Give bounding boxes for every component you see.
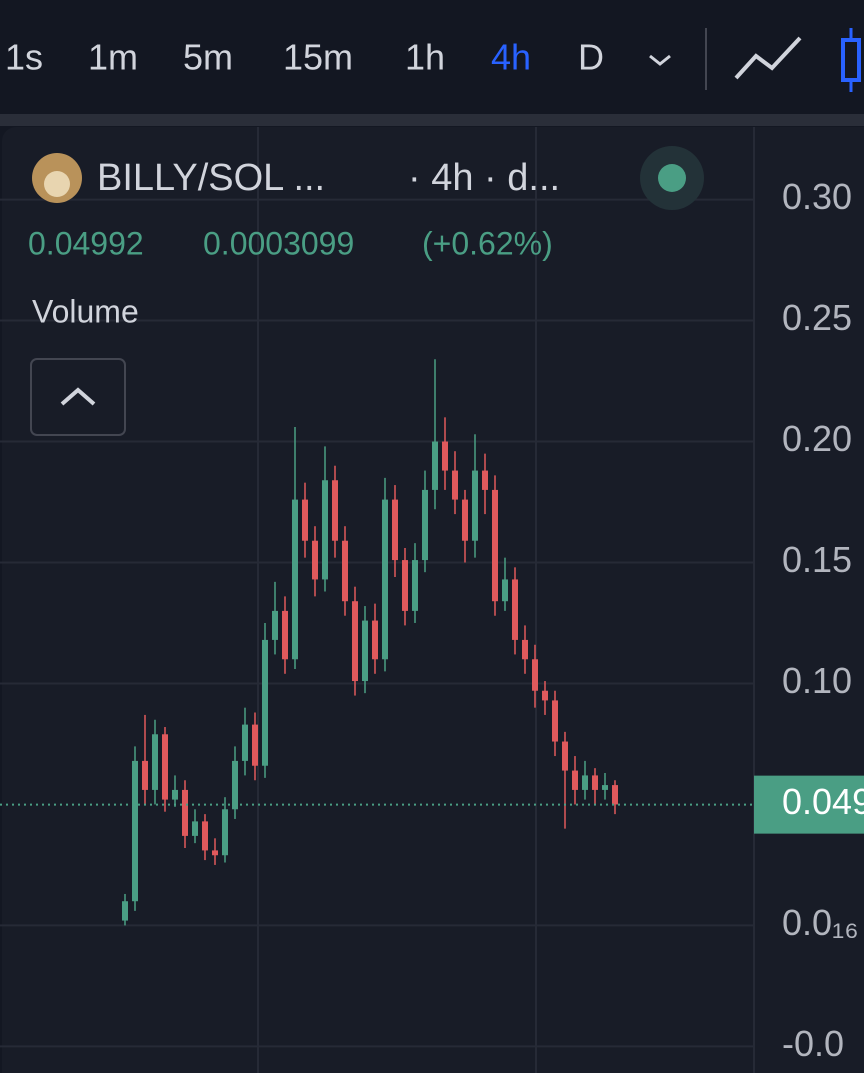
candle-body <box>202 821 208 851</box>
y-tick-label: 0.10 <box>782 660 852 701</box>
y-tick-label: 0.25 <box>782 297 852 338</box>
candle-body <box>222 809 228 856</box>
candle-body <box>252 724 258 766</box>
candle-chart-button[interactable] <box>841 28 861 92</box>
candle-body <box>542 690 548 701</box>
study-name[interactable]: Volume <box>32 293 139 329</box>
interval-button[interactable]: 15m <box>283 37 353 78</box>
candle-body <box>282 610 288 660</box>
plot <box>0 127 754 1073</box>
candle-body <box>352 601 358 682</box>
y-tick-label: 0.15 <box>782 539 852 580</box>
candle-body <box>312 540 318 580</box>
candle-body <box>582 775 588 790</box>
separator <box>0 114 864 126</box>
candle-body <box>162 734 168 800</box>
chart-panel <box>2 127 864 1073</box>
interval-button[interactable]: 5m <box>183 37 233 78</box>
candle-body <box>562 741 568 771</box>
candle-body <box>532 659 538 691</box>
candle-body <box>192 821 198 836</box>
toolbar: 1s 1m 5m 15m 1h 4h D <box>5 37 604 78</box>
y-tick-label: 0.30 <box>782 176 852 217</box>
candle-body <box>572 770 578 790</box>
legend-change: 0.0003099 <box>203 225 354 261</box>
candle-body <box>372 620 378 660</box>
candle-body <box>132 760 138 902</box>
y-tick-label: -0.0 <box>782 1023 844 1064</box>
interval-button[interactable]: 1s <box>5 37 43 78</box>
candle-body <box>512 579 518 640</box>
candle-body <box>242 724 248 761</box>
candle-body <box>272 610 278 640</box>
last-price-box <box>754 775 864 834</box>
interval-label: · 4h · d... <box>408 157 560 199</box>
candle-body <box>362 620 368 682</box>
collapse-icon <box>60 387 96 406</box>
candle-body <box>482 470 488 490</box>
candle-body <box>332 480 338 541</box>
line-chart-button[interactable] <box>734 36 802 80</box>
candle-body <box>322 480 328 580</box>
interval-button[interactable]: 1m <box>88 37 138 78</box>
avatar-face <box>44 171 70 197</box>
candle-body <box>182 789 188 836</box>
interval-button[interactable]: 1h <box>405 37 445 78</box>
collapse-button[interactable] <box>30 358 126 436</box>
candle-body <box>442 441 448 471</box>
candle-body <box>462 499 468 541</box>
candle-body <box>422 489 428 561</box>
candle-body <box>492 489 498 602</box>
candle-body <box>592 775 598 790</box>
candle-body <box>262 639 268 766</box>
symbol[interactable]: BILLY/SOL ... <box>97 157 325 199</box>
candle-body <box>432 441 438 490</box>
candle-body <box>212 850 218 856</box>
y-tick-label: 0.20 <box>782 418 852 459</box>
candle-body <box>452 470 458 500</box>
candle-body <box>122 901 128 921</box>
candle-body <box>172 789 178 800</box>
candle-body <box>612 785 618 805</box>
more-intervals[interactable] <box>649 54 671 66</box>
y-tick-label: 0.0₁₆ <box>782 902 859 943</box>
interval-button[interactable]: D <box>578 37 604 78</box>
candle-body <box>232 760 238 810</box>
candle-body <box>602 785 608 790</box>
candle-body <box>302 499 308 541</box>
candle-body <box>402 560 408 611</box>
interval-button[interactable]: 4h <box>491 37 531 78</box>
candle-body <box>382 499 388 660</box>
candle-body <box>392 499 398 561</box>
icon-body <box>841 38 861 82</box>
candle-body <box>142 760 148 790</box>
candle-body <box>412 560 418 611</box>
status-dot <box>658 164 686 192</box>
legend-close: 0.04992 <box>28 225 144 261</box>
candle-body <box>522 639 528 660</box>
candle-body <box>552 700 558 742</box>
last-price-label: 0.04992 <box>782 781 864 822</box>
legend-change-pct: (+0.62%) <box>422 225 553 261</box>
candle-body <box>472 470 478 541</box>
candle-body <box>152 734 158 790</box>
candle-body <box>342 540 348 602</box>
candle-body <box>502 579 508 602</box>
candle-body <box>292 499 298 660</box>
